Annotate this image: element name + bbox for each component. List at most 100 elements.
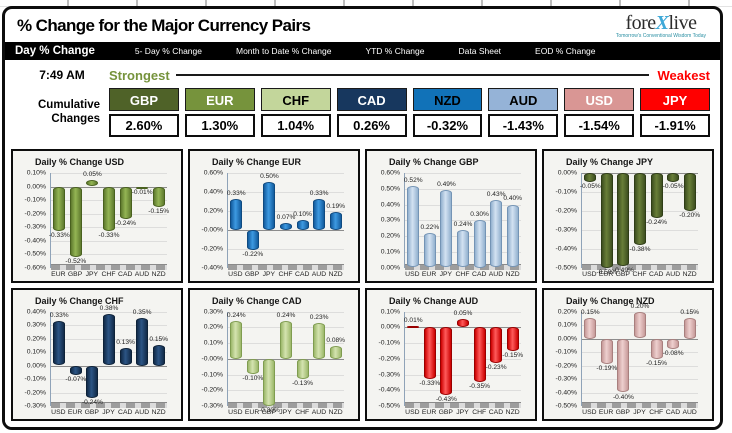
bar-aud — [683, 318, 696, 339]
gridline — [405, 204, 521, 206]
chart-panel-chf: Daily % Change CHF 0.40% 0.30% 0.20% 0.10% 0.… — [11, 287, 183, 421]
category-label: AUD — [682, 409, 697, 416]
category-label: USD — [228, 409, 243, 416]
y-axis-tick-label: 0.10% — [380, 248, 400, 256]
bar-value-label: -0.15% — [502, 351, 524, 359]
plot-region: -0.33% -0.52% 0.05% -0.33% -0.24% -0.01% -0.15… — [49, 171, 170, 270]
bar-value-label: 0.23% — [309, 313, 329, 321]
bar-value-label: 0.33% — [226, 189, 246, 197]
y-axis-tick-label: -0.20% — [555, 207, 577, 215]
bar-jpy — [103, 314, 115, 366]
gridline — [405, 220, 521, 222]
chart-plot-area: 0.30% 0.20% 0.10% -0.00% -0.10% -0.20% -0.30% 0… — [196, 308, 351, 414]
sheet-tab-bar: Day % Change 5- Day % Change Month to Date… — [5, 42, 720, 60]
x-axis-category-labels: USD EUR GBP JPY CHF CAD NZD — [404, 409, 521, 416]
currency-box-cad: CAD 0.26% — [336, 88, 407, 137]
bar-value-label: -0.22% — [242, 251, 264, 259]
currency-box-eur: EUR 1.30% — [184, 88, 255, 137]
bar-gbp — [440, 327, 453, 395]
category-label: JPY — [633, 409, 646, 416]
bar-value-label: -0.35% — [469, 383, 491, 391]
gridline — [405, 311, 521, 313]
category-label: USD — [582, 409, 597, 416]
chart-panel-eur: Daily % Change EUR 0.60% 0.40% 0.20% -0.00% -… — [188, 149, 360, 283]
bar-value-label: -0.05% — [662, 183, 684, 191]
category-label: NZD — [682, 270, 697, 278]
bar-value-label: -0.20% — [679, 211, 701, 219]
bar-eur — [53, 186, 66, 232]
tab-day-change[interactable]: Day % Change — [15, 45, 95, 57]
y-axis-tick-label: -0.40% — [555, 389, 577, 396]
bar-value-label: -0.24% — [81, 398, 103, 406]
category-label: CAD — [665, 409, 681, 416]
currency-cumulative-value: -1.91% — [640, 114, 710, 137]
y-axis-tick-label: 0.10% — [203, 339, 223, 347]
y-axis-tick-label: 0.20% — [203, 323, 223, 331]
category-label: CHF — [472, 409, 487, 416]
bar-eur — [600, 173, 613, 268]
chart-floor — [582, 263, 698, 270]
bar-value-label: -0.33% — [419, 380, 441, 388]
bar-value-label: -0.43% — [435, 395, 457, 403]
category-label: NZD — [505, 270, 520, 278]
bar-usd — [584, 318, 597, 339]
bar-cad — [650, 173, 663, 219]
chart-plot-area: 0.60% 0.50% 0.40% 0.30% 0.20% 0.10% 0.00% 0.52%… — [373, 170, 528, 272]
gridline — [582, 392, 698, 394]
category-label: AUD — [134, 409, 150, 416]
chart-floor — [51, 402, 167, 408]
category-label: GBP — [67, 270, 83, 278]
category-label: JPY — [279, 409, 292, 416]
y-axis-tick-label: -0.20% — [24, 210, 46, 217]
bar-value-label: 0.33% — [49, 311, 69, 319]
bar-jpy — [263, 182, 276, 230]
tab-data-sheet[interactable]: Data Sheet — [458, 46, 502, 56]
chart-panel-cad: Daily % Change CAD 0.30% 0.20% 0.10% -0.00% -… — [188, 287, 360, 421]
tab-eod-change[interactable]: EOD % Change — [535, 46, 596, 56]
chart-title: Daily % Change AUD — [389, 295, 479, 306]
bar-value-label: -0.40% — [612, 393, 634, 401]
chart-plot-area: 0.00% -0.10% -0.20% -0.30% -0.40% -0.50% -0.05… — [550, 169, 705, 276]
y-axis-tick-label: -0.40% — [555, 245, 577, 253]
bar-aud — [136, 318, 149, 366]
cumulative-row: Cumulative Changes GBP 2.60% EUR 1.30% CHF 1.… — [15, 88, 710, 137]
y-axis-tick-label: 0.00% — [557, 169, 577, 177]
category-label: CAD — [118, 409, 133, 416]
bar-value-label: 0.49% — [437, 181, 456, 189]
bar-nzd — [506, 327, 519, 351]
category-label: AUD — [311, 270, 327, 278]
y-axis-tick-label: 0.10% — [380, 308, 400, 315]
category-label: GBP — [615, 409, 630, 416]
bar-eur — [246, 358, 259, 375]
bar-value-label: -0.50% — [596, 268, 618, 276]
tab-ytd-change[interactable]: YTD % Change — [365, 46, 425, 56]
chart-floor — [228, 402, 344, 408]
bar-value-label: -0.15% — [148, 207, 170, 215]
currency-cumulative-value: 0.26% — [336, 114, 407, 137]
currency-code: EUR — [184, 88, 255, 111]
currency-cumulative-value: -1.43% — [488, 114, 559, 137]
category-label: JPY — [85, 270, 99, 278]
bar-value-label: 0.35% — [132, 309, 152, 317]
tab-month-to-date-change[interactable]: Month to Date % Change — [235, 46, 332, 56]
logo-x-glyph: X — [655, 12, 669, 34]
category-label: NZD — [151, 270, 166, 278]
bar-nzd — [329, 346, 342, 359]
bar-value-label: -0.13% — [292, 380, 314, 388]
tab-5-day-change[interactable]: 5- Day % Change — [134, 46, 202, 56]
dashboard-header: % Change for the Major Currency Pairs fo… — [5, 9, 720, 42]
zero-axis-line — [582, 338, 698, 340]
category-label: EUR — [421, 270, 437, 278]
category-label: EUR — [244, 409, 260, 416]
bar-value-label: -0.49% — [612, 266, 634, 274]
currency-code: NZD — [412, 88, 483, 111]
currency-code: USD — [564, 88, 635, 111]
y-axis-tick-label: -0.10% — [555, 348, 577, 356]
bar-cad — [490, 327, 503, 364]
plot-region: 0.01% -0.33% -0.43% 0.05% -0.35% -0.23% -0.15% — [404, 310, 524, 408]
bar-value-label: 0.38% — [99, 305, 119, 313]
bar-usd — [230, 198, 243, 230]
chart-title: Daily % Change USD — [35, 157, 125, 167]
category-label: USD — [582, 270, 597, 278]
category-label: JPY — [456, 409, 469, 416]
